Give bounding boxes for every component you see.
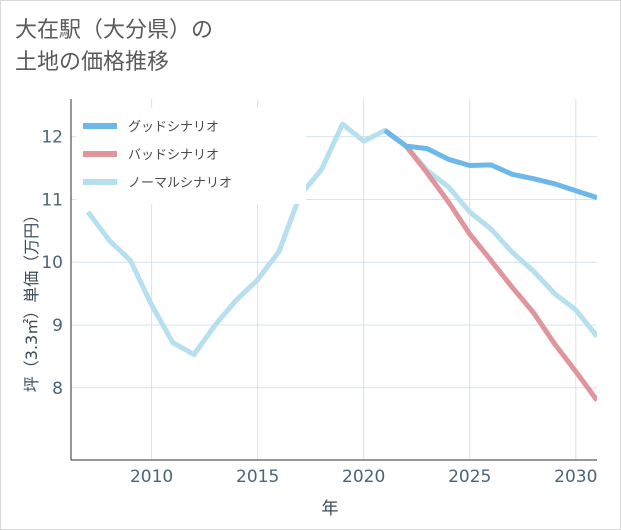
y-tick-label: 8 bbox=[52, 379, 63, 399]
legend-label: バッドシナリオ bbox=[128, 148, 219, 163]
y-axis-label: 坪（3.3㎡）単価（万円） bbox=[22, 207, 41, 392]
y-tick-label: 12 bbox=[41, 128, 63, 148]
series-line-3 bbox=[85, 121, 597, 357]
series-line-1 bbox=[383, 128, 597, 200]
legend-label: グッドシナリオ bbox=[128, 120, 219, 135]
legend-item-1[interactable]: グッドシナリオ bbox=[83, 120, 219, 135]
chart-title-line-1: 大在駅（大分県）の bbox=[15, 18, 214, 43]
legend-item-2[interactable]: バッドシナリオ bbox=[83, 148, 219, 163]
x-axis-label: 年 bbox=[322, 499, 339, 519]
legend-label: ノーマルシナリオ bbox=[128, 176, 232, 191]
y-tick-label: 10 bbox=[41, 253, 63, 273]
chart-title-line-2: 土地の価格推移 bbox=[15, 50, 170, 75]
series-line-2 bbox=[383, 128, 597, 402]
x-tick-label: 2030 bbox=[554, 467, 597, 487]
x-tick-label: 2010 bbox=[130, 467, 173, 487]
y-tick-label: 9 bbox=[52, 316, 63, 336]
x-tick-label: 2020 bbox=[342, 467, 385, 487]
x-tick-label: 2025 bbox=[448, 467, 491, 487]
legend-item-3[interactable]: ノーマルシナリオ bbox=[83, 176, 232, 191]
axes: 2010 2015 2020 2025 2030 8 9 10 11 12 bbox=[41, 99, 597, 487]
series-layer bbox=[85, 121, 597, 402]
x-tick-label: 2015 bbox=[236, 467, 279, 487]
y-tick-label: 11 bbox=[41, 190, 63, 210]
chart-title: 大在駅（大分県）の 土地の価格推移 bbox=[15, 15, 213, 79]
